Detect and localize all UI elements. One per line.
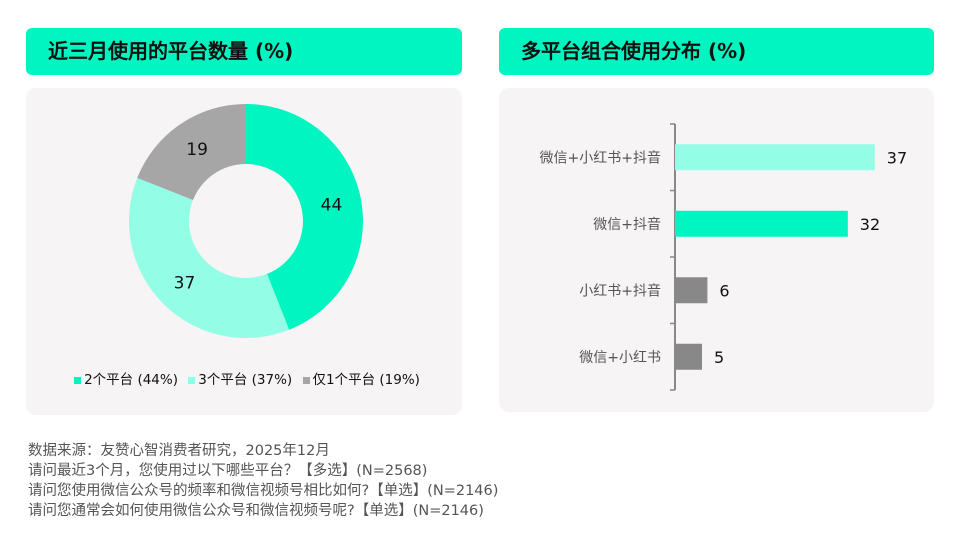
question-note: 请问最近3个月，您使用过以下哪些平台？【多选】(N=2568) (28, 463, 428, 479)
legend-swatch (302, 376, 310, 384)
bar-chart: 微信+小红书+抖音 37 微信+抖音 32 小红书+抖音 6 微信+小红书 5 (540, 123, 907, 391)
donut-panel: 44 37 19 2个平台 (44%) 3个平台 (37%) 仅1个平台 (19%) (26, 88, 462, 415)
legend-swatch (74, 376, 82, 384)
donut-slice (137, 104, 246, 201)
value-label: 5 (714, 348, 724, 367)
slice-label: 44 (321, 196, 343, 216)
value-label: 6 (719, 281, 729, 300)
value-label: 37 (887, 148, 907, 167)
category-label: 微信+小红书+抖音 (540, 149, 661, 166)
category-label: 微信+小红书 (579, 350, 661, 366)
source-note: 数据来源：友赞心智消费者研究，2025年12月 (28, 443, 330, 459)
donut-chart: 44 37 19 (128, 104, 364, 338)
donut-legend: 2个平台 (44%) 3个平台 (37%) 仅1个平台 (19%) (26, 368, 462, 388)
bar-title: 多平台组合使用分布 (%) (499, 28, 934, 75)
footer-notes: 数据来源：友赞心智消费者研究，2025年12月 请问最近3个月，您使用过以下哪些… (28, 441, 498, 521)
slice-label: 37 (174, 274, 196, 294)
bar-panel: 微信+小红书+抖音 37 微信+抖音 32 小红书+抖音 6 微信+小红书 5 (499, 88, 934, 412)
donut-slice (128, 177, 290, 338)
value-label: 32 (860, 215, 880, 234)
category-label: 微信+抖音 (593, 216, 661, 233)
bar (675, 277, 708, 304)
bar (675, 144, 875, 171)
bar (675, 343, 702, 370)
question-note: 请问您通常会如何使用微信公众号和微信视频号呢?【单选】(N=2146) (28, 503, 484, 519)
bar (675, 210, 848, 237)
donut-title: 近三月使用的平台数量 (%) (26, 28, 462, 75)
question-note: 请问您使用微信公众号的频率和微信视频号相比如何?【单选】(N=2146) (28, 483, 499, 499)
donut-slice (246, 104, 364, 330)
legend-label: 2个平台 (44%) (84, 372, 178, 388)
legend-label: 3个平台 (37%) (198, 372, 293, 388)
slice-label: 19 (186, 140, 208, 160)
legend-swatch (188, 376, 196, 384)
legend-label: 仅1个平台 (19%) (312, 372, 420, 388)
category-label: 小红书+抖音 (579, 282, 661, 299)
